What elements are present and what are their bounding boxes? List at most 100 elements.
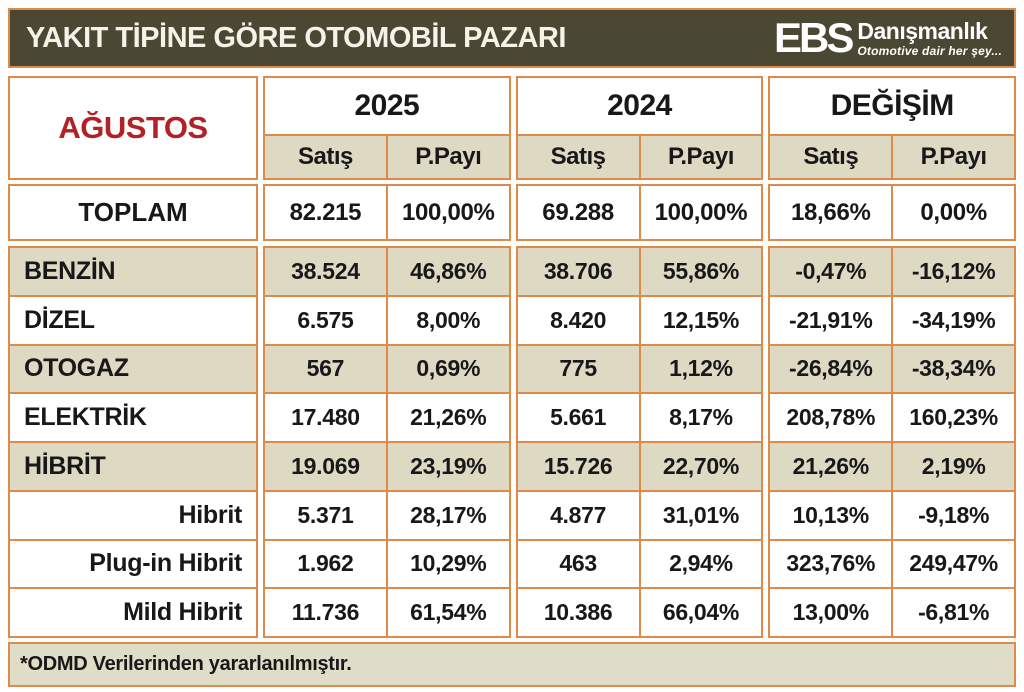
row-label-di-zel: DİZEL [10, 294, 256, 344]
table-cell: 28,17% [385, 491, 509, 539]
table-row: 323,76% 249,47% [770, 538, 1015, 588]
table-cell: 2,94% [638, 540, 762, 588]
group-degisim: DEĞİŞİM Satış P.Payı 18,66% 0,00% -0,47%… [768, 76, 1017, 638]
table-row: 6.575 8,00% [265, 294, 509, 344]
source-note: *ODMD Verilerinden yararlanılmıştır. [8, 642, 1016, 687]
table-row: 463 2,94% [517, 538, 762, 588]
table-cell: 249,47% [891, 540, 1014, 588]
table-cell: 8.420 [550, 306, 607, 333]
ebs-logo: EBS Danışmanlık Otomotive dair her şey..… [774, 17, 1002, 59]
ebs-logo-tagline: Otomotive dair her şey... [857, 43, 1002, 58]
table-cell: -34,19% [891, 296, 1014, 344]
table-row: 4.877 31,01% [517, 489, 762, 539]
column-header-satis: Satış [550, 143, 606, 170]
table-row: 15.726 22,70% [517, 441, 762, 490]
table-row: 5.661 8,17% [517, 392, 762, 441]
table-cell: 17.480 [291, 404, 360, 431]
table-row: 775 1,12% [517, 343, 762, 393]
table-row: -21,91% -34,19% [770, 294, 1015, 344]
total-cell: 100,00% [385, 186, 509, 239]
table-row: 38.524 46,86% [265, 248, 509, 295]
table-cell: -9,18% [891, 491, 1014, 539]
ebs-logo-name: Danışmanlık [857, 17, 988, 44]
table-cell: 567 [306, 355, 345, 382]
table-row: 208,78% 160,23% [770, 392, 1015, 441]
row-label-otogaz: OTOGAZ [10, 343, 256, 393]
label-column: AĞUSTOS TOPLAM BENZİN DİZEL OTOGAZ ELEKTRİK… [8, 76, 258, 638]
table-cell: 12,15% [638, 296, 762, 344]
table-cell: 6.575 [297, 306, 354, 333]
table-row: -0,47% -16,12% [770, 248, 1015, 295]
table-cell: 1,12% [638, 345, 762, 393]
row-label-hi-bri-t: HİBRİT [10, 441, 256, 490]
table-cell: 4.877 [550, 501, 607, 528]
table-cell: 1.962 [297, 550, 354, 577]
table-row: 19.069 23,19% [265, 441, 509, 490]
table-row: 17.480 21,26% [265, 392, 509, 441]
total-cell: 82.215 [289, 198, 362, 226]
table-cell: -26,84% [788, 355, 873, 382]
year-label-2025: 2025 [354, 89, 420, 122]
group-2025: 2025 Satış P.Payı 82.215 100,00% 38.524 4… [263, 76, 511, 638]
total-cell: 0,00% [891, 186, 1014, 239]
column-header-ppayi: P.Payı [891, 136, 1014, 178]
table-cell: 15.726 [543, 452, 613, 479]
table-row: 1.962 10,29% [265, 538, 509, 588]
column-header-satis: Satış [803, 143, 859, 170]
table-cell: 10,13% [792, 501, 870, 528]
month-cell: AĞUSTOS [8, 76, 258, 180]
column-header-ppayi: P.Payı [638, 136, 762, 178]
table-cell: 2,19% [891, 443, 1014, 490]
table-row: 10,13% -9,18% [770, 489, 1015, 539]
table-cell: 21,26% [792, 452, 870, 479]
table-cell: 0,69% [385, 345, 509, 393]
group-2025-values: 38.524 46,86% 6.575 8,00% 567 0,69% 17.480 21,2… [263, 246, 511, 638]
table-cell: 8,00% [385, 296, 509, 344]
table-cell: 775 [559, 355, 597, 382]
total-label-cell: TOPLAM [8, 184, 258, 241]
group-degisim-subheader: Satış P.Payı [770, 134, 1015, 178]
table-row: 13,00% -6,81% [770, 587, 1015, 636]
table-cell: -16,12% [891, 248, 1014, 295]
table-cell: 11.736 [291, 599, 360, 626]
table-cell: -0,47% [795, 257, 867, 284]
table-cell: 5.371 [297, 501, 354, 528]
table-cell: 323,76% [786, 550, 876, 577]
total-cell: 69.288 [542, 198, 614, 226]
group-2024-values: 38.706 55,86% 8.420 12,15% 775 1,12% 5.661 8,17… [515, 246, 764, 638]
table-cell: 10.386 [543, 599, 613, 626]
row-label-hibrit: Hibrit [10, 489, 256, 539]
table-row: -26,84% -38,34% [770, 343, 1015, 393]
table-row: 11.736 61,54% [265, 587, 509, 636]
group-degisim-header: DEĞİŞİM Satış P.Payı [768, 76, 1017, 180]
table-row: 21,26% 2,19% [770, 441, 1015, 490]
ebs-logo-mark: EBS [774, 14, 854, 61]
column-header-ppayi: P.Payı [385, 136, 509, 178]
table-row: 10.386 66,04% [517, 587, 762, 636]
row-label-plug-in-hibrit: Plug-in Hibrit [10, 538, 256, 588]
row-label-mild-hibrit: Mild Hibrit [10, 587, 256, 636]
table-cell: 5.661 [550, 404, 607, 431]
table-cell: 23,19% [385, 443, 509, 490]
table-cell: 22,70% [638, 443, 762, 490]
page-title: YAKIT TİPİNE GÖRE OTOMOBİL PAZARI [26, 21, 566, 54]
table-cell: 21,26% [385, 394, 509, 441]
row-label-benzi-n: BENZİN [10, 248, 256, 295]
group-2025-total: 82.215 100,00% [263, 184, 511, 241]
table-row: 38.706 55,86% [517, 248, 762, 295]
table-cell: 31,01% [638, 491, 762, 539]
table-cell: 13,00% [792, 599, 870, 626]
row-label-elektri-k: ELEKTRİK [10, 392, 256, 441]
table-cell: -21,91% [788, 306, 873, 333]
table-cell: 66,04% [638, 589, 762, 636]
table-row: 567 0,69% [265, 343, 509, 393]
fuel-type-table: AĞUSTOS TOPLAM BENZİN DİZEL OTOGAZ ELEKTRİK… [8, 76, 1017, 638]
group-2024-subheader: Satış P.Payı [517, 134, 762, 178]
group-2025-subheader: Satış P.Payı [265, 134, 509, 178]
total-cell: 100,00% [638, 186, 762, 239]
group-2024: 2024 Satış P.Payı 69.288 100,00% 38.706 5… [515, 76, 764, 638]
total-label: TOPLAM [78, 197, 188, 227]
table-row: 5.371 28,17% [265, 489, 509, 539]
month-label: AĞUSTOS [58, 110, 208, 145]
total-cell: 18,66% [790, 198, 871, 226]
